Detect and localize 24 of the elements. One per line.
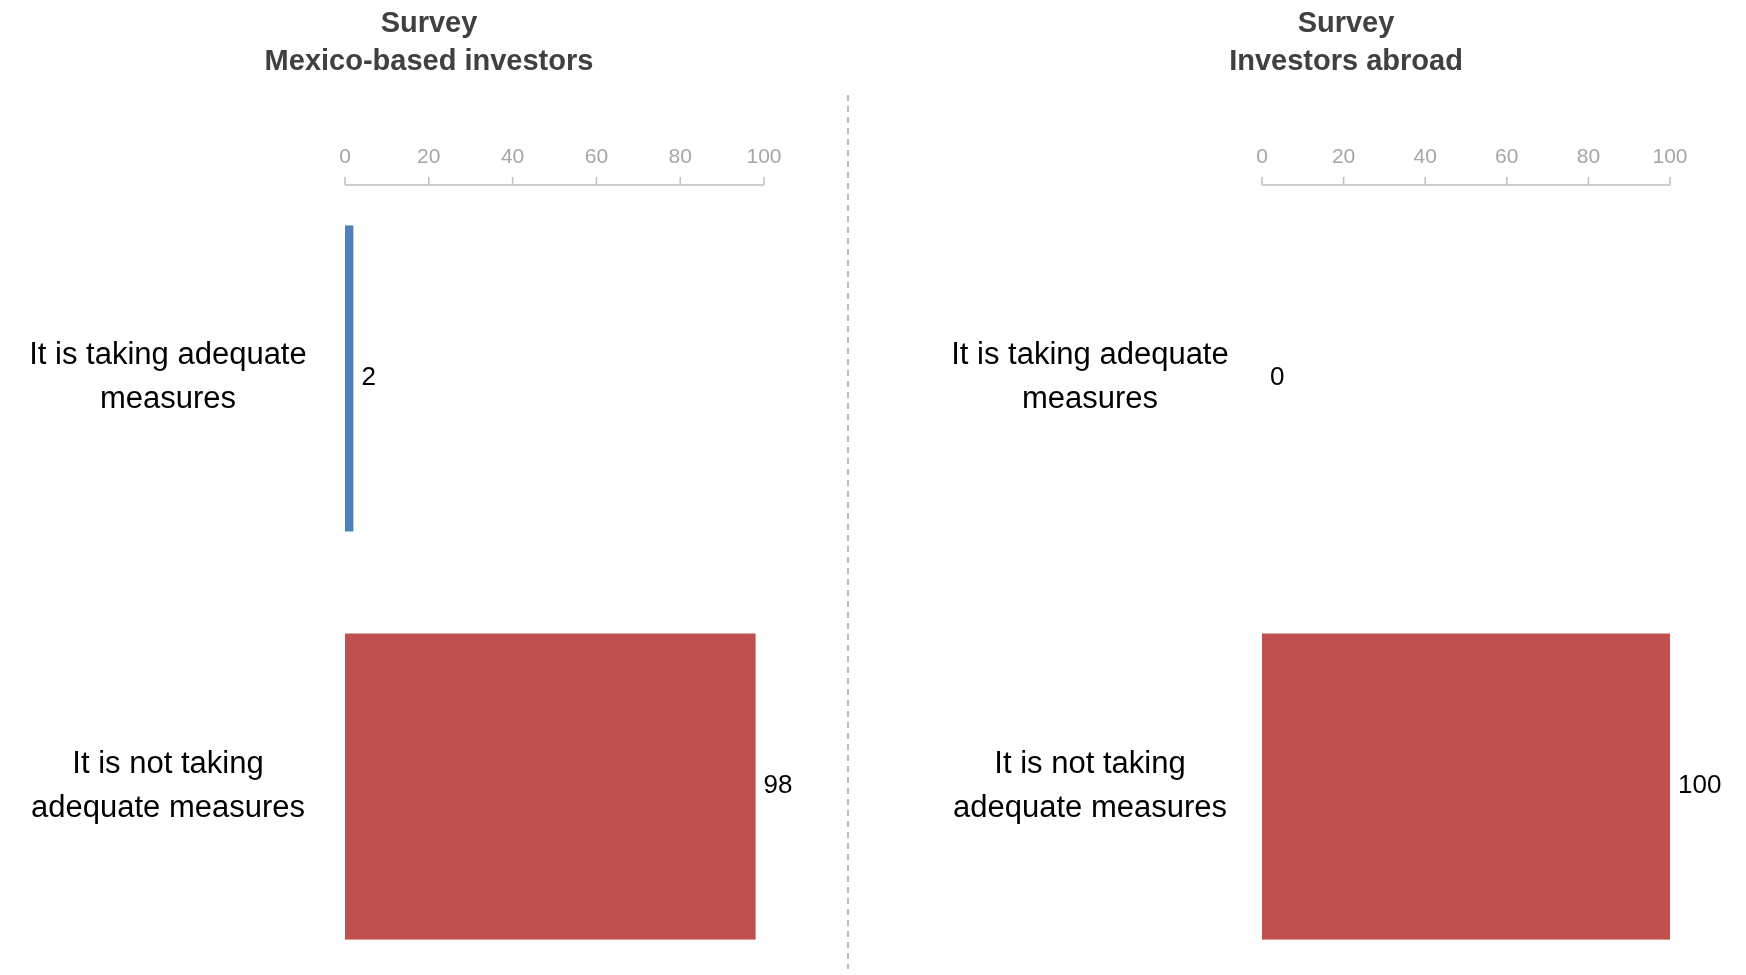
y-tick-label: It is taking adequate measures [951, 336, 1229, 416]
x-tick-label: 60 [1495, 144, 1519, 167]
x-tick-label: 0 [339, 144, 351, 167]
chart-subtitle: Mexico-based investors [264, 44, 594, 76]
x-tick-label: 0 [1256, 144, 1268, 167]
x-tick-label: 80 [668, 144, 692, 167]
data-label: 98 [763, 769, 793, 800]
data-label: 0 [1270, 361, 1285, 392]
chart-title: Survey [1297, 6, 1395, 38]
x-tick-label: 60 [584, 144, 609, 167]
x-tick-label: 40 [1413, 144, 1437, 167]
x-tick-label: 40 [500, 144, 525, 167]
y-tick-label: It is not taking adequate measures [952, 744, 1228, 824]
x-tick-label: 100 [1652, 144, 1688, 167]
chart-subtitle: Investors abroad [1229, 44, 1463, 76]
x-tick-label: 80 [1576, 144, 1601, 167]
x-tick-label: 20 [1331, 144, 1356, 167]
x-tick-label: 20 [417, 144, 441, 167]
chart-title: Survey [380, 6, 478, 38]
data-label: 100 [1678, 769, 1722, 800]
x-tick-label: 100 [746, 144, 782, 167]
y-tick-label: It is not taking adequate measures [30, 744, 306, 824]
data-label: 2 [361, 361, 376, 392]
y-tick-label: It is taking adequate measures [29, 336, 307, 416]
